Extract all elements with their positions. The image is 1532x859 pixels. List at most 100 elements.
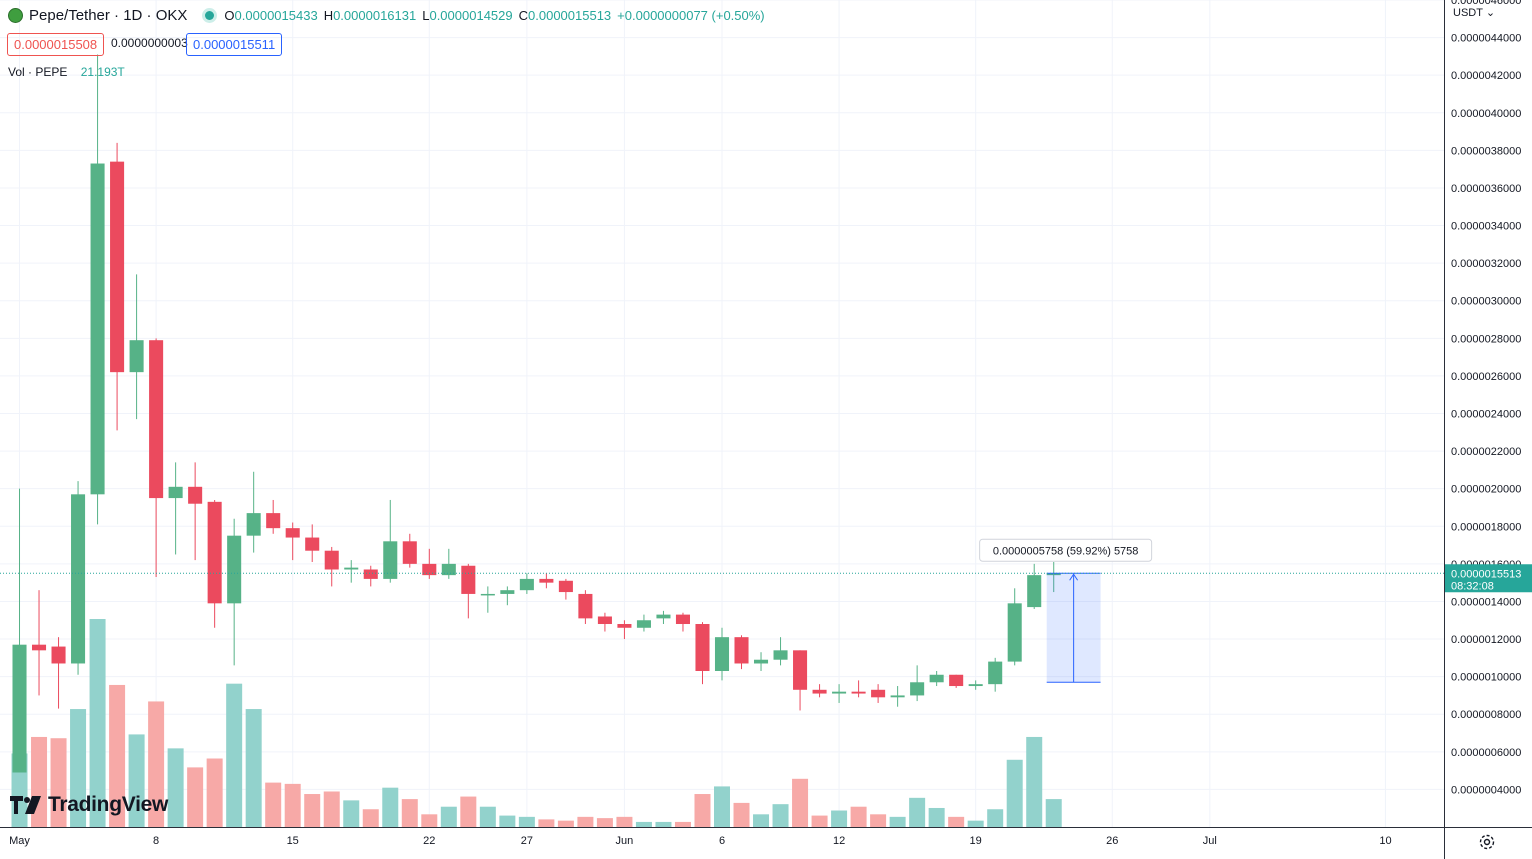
volume-bar <box>401 799 418 827</box>
volume-bar <box>343 800 360 827</box>
volume-bar <box>284 783 301 827</box>
candle-body <box>871 689 886 698</box>
x-tick-label: Jul <box>1203 835 1217 847</box>
y-tick-label: 0.0000006000 <box>1451 747 1521 759</box>
x-tick-label: 10 <box>1379 835 1391 847</box>
volume-bar <box>928 807 945 827</box>
candle-body <box>1007 603 1022 662</box>
symbol-title[interactable]: Pepe/Tether · 1D · OKX <box>29 7 188 24</box>
volume-bar <box>226 683 243 827</box>
tradingview-logo[interactable]: TradingView <box>10 793 168 817</box>
measure-arrowhead-icon <box>1069 573 1079 581</box>
volume-bar <box>538 819 555 827</box>
candle-body <box>519 578 534 591</box>
volume-bar <box>304 794 321 827</box>
candle-body <box>793 650 808 690</box>
volume-bar <box>889 816 906 827</box>
x-tick-label: 26 <box>1106 835 1118 847</box>
volume-bar <box>362 809 379 827</box>
y-tick-label: 0.0000040000 <box>1451 108 1521 120</box>
x-tick-label: 27 <box>521 835 533 847</box>
countdown-label: 08:32:08 <box>1451 580 1494 592</box>
volume-bar <box>128 734 145 827</box>
candle-body <box>597 616 612 625</box>
low-value: 0.0000014529 <box>429 8 513 23</box>
last-price-badge <box>1445 564 1532 593</box>
candle-body <box>324 550 339 570</box>
y-tick-label: 0.0000032000 <box>1451 258 1521 270</box>
y-tick-label: 0.0000004000 <box>1451 784 1521 796</box>
candle-body <box>656 614 671 619</box>
candle-body <box>675 614 690 625</box>
candle-body <box>734 637 749 664</box>
change-value: +0.0000000077 (+0.50%) <box>617 8 765 23</box>
measure-label: 0.0000005758 (59.92%) 5758 <box>993 545 1139 557</box>
buy-button[interactable]: 0.0000015511 <box>186 33 283 56</box>
volume-bar <box>557 820 574 827</box>
low-label: L <box>422 8 430 23</box>
tradingview-logo-icon <box>10 796 41 814</box>
y-tick-label: 0.0000022000 <box>1451 446 1521 458</box>
candle-body <box>890 695 905 698</box>
volume-bar <box>70 709 87 827</box>
volume-bar <box>753 814 770 827</box>
candle-body <box>968 684 983 687</box>
volume-bars <box>11 619 1062 827</box>
close-label: C <box>518 8 529 23</box>
candle-body <box>851 691 866 694</box>
candlesticks <box>12 54 1061 773</box>
y-tick-label: 0.0000046000 <box>1451 0 1521 7</box>
x-tick-label: May <box>9 835 30 847</box>
candle-body <box>266 513 281 529</box>
candle-body <box>988 661 1003 685</box>
volume-bar <box>1026 736 1043 827</box>
x-tick-label: 15 <box>287 835 299 847</box>
volume-bar <box>635 821 652 827</box>
candle-body <box>305 537 320 551</box>
candle-body <box>383 541 398 579</box>
open-label: O <box>224 8 235 23</box>
volume-bar <box>733 802 750 827</box>
high-value: 0.0000016131 <box>333 8 417 23</box>
y-tick-label: 0.0000008000 <box>1451 709 1521 721</box>
volume-bar <box>909 797 926 827</box>
volume-bar <box>460 796 477 827</box>
volume-bar <box>245 709 262 827</box>
candle-body <box>285 528 300 538</box>
volume-bar <box>655 821 672 827</box>
gear-icon[interactable] <box>1478 833 1496 851</box>
volume-bar <box>479 806 496 827</box>
volume-bar <box>987 809 1004 827</box>
x-tick-label: 22 <box>423 835 435 847</box>
y-tick-label: 0.0000026000 <box>1451 371 1521 383</box>
volume-bar <box>694 794 711 827</box>
measure-label-box <box>979 538 1153 562</box>
x-tick-label: 8 <box>153 835 159 847</box>
volume-bar <box>499 815 516 827</box>
candle-body <box>188 486 203 504</box>
volume-bar <box>577 816 594 827</box>
high-label: H <box>323 8 334 23</box>
candle-body <box>714 637 730 671</box>
y-tick-label: 0.0000024000 <box>1451 409 1521 421</box>
price-range-measure: 0.0000005758 (59.92%) 5758 <box>979 538 1153 683</box>
volume-bar <box>206 758 223 827</box>
chevron-down-icon: ⌄ <box>1485 7 1496 19</box>
candle-body <box>695 624 710 671</box>
candle-body <box>110 161 125 373</box>
volume-bar <box>50 738 67 827</box>
currency-selector[interactable]: USDT ⌄ <box>1453 6 1495 19</box>
spread-value: 0.0000000003 <box>111 36 188 50</box>
y-tick-label: 0.0000038000 <box>1451 145 1521 157</box>
volume-bar <box>850 806 867 827</box>
candle-body <box>1027 575 1042 608</box>
candle-body <box>558 580 573 593</box>
y-tick-label: 0.0000014000 <box>1451 596 1521 608</box>
volume-bar <box>811 815 828 827</box>
candle-body <box>929 674 944 683</box>
sell-button[interactable]: 0.0000015508 <box>7 33 105 56</box>
candle-body <box>402 541 417 564</box>
candle-body <box>578 593 593 619</box>
y-tick-label: 0.0000012000 <box>1451 634 1521 646</box>
